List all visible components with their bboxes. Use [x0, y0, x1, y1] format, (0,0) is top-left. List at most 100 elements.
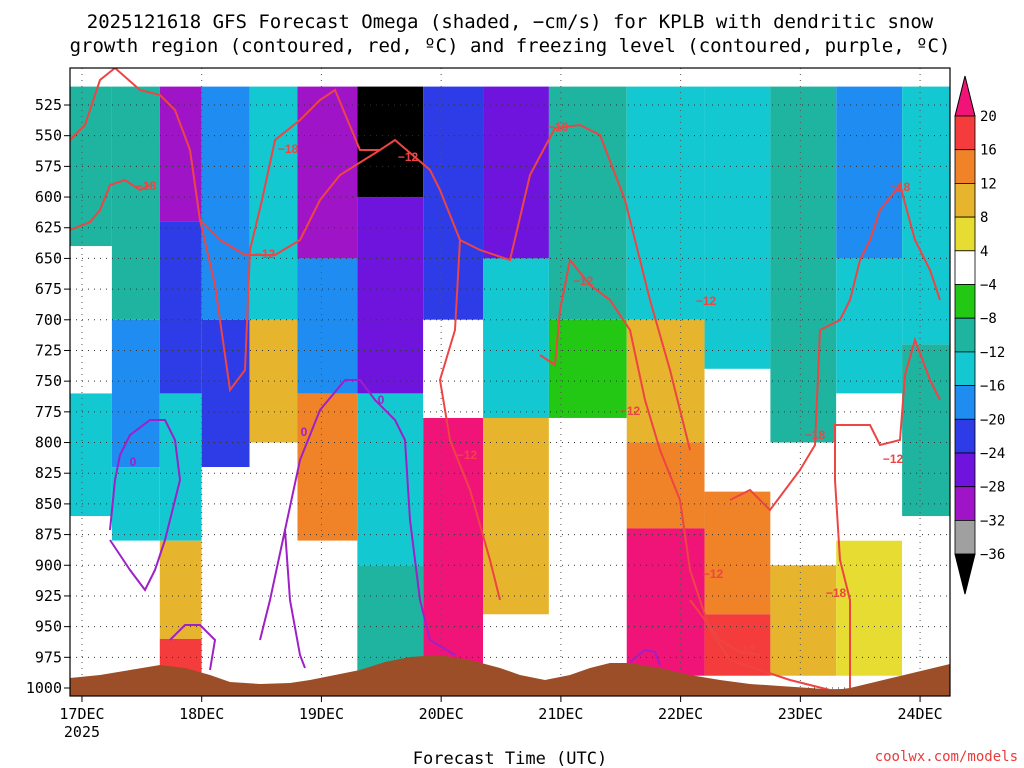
plot-frame: [69, 67, 951, 697]
y-tick-label: 650: [35, 249, 62, 267]
red-contour: [729, 182, 941, 512]
colorbar-label: 12: [980, 176, 997, 192]
colorbar-bottom-arrow: [954, 553, 976, 595]
x-tick-label: 23DEC: [778, 705, 823, 723]
colorbar-label: −24: [980, 446, 1005, 462]
x-tick-label: 19DEC: [299, 705, 344, 723]
omega-cell: [357, 197, 424, 394]
colorbar-swatch: [954, 149, 976, 184]
colorbar-label: −36: [980, 547, 1005, 563]
omega-cell: [483, 614, 549, 664]
red-contour-label: −12: [573, 274, 594, 288]
omega-cell: [297, 86, 358, 259]
colorbar-label: −32: [980, 513, 1005, 529]
omega-cell: [704, 614, 771, 676]
omega-cell: [626, 442, 705, 529]
omega-cell: [704, 86, 771, 369]
x-axis-label: Forecast Time (UTC): [413, 749, 607, 768]
omega-cell: [201, 86, 250, 320]
x-tick-label: 20DEC: [419, 705, 464, 723]
y-tick-label: 575: [35, 157, 62, 175]
chart-title-line2: growth region (contoured, red, ºC) and f…: [70, 35, 951, 57]
y-tick-label: 625: [35, 219, 62, 237]
omega-cell: [836, 540, 903, 676]
omega-shading: [70, 86, 950, 688]
x-tick-label: 22DEC: [658, 705, 703, 723]
omega-cell: [423, 417, 484, 664]
red-contour: [830, 336, 941, 691]
colorbar-swatch: [954, 115, 976, 151]
colorbar-label: −8: [980, 311, 997, 327]
omega-cell: [159, 86, 202, 222]
omega-cell: [836, 258, 903, 394]
y-tick-label: 525: [35, 96, 62, 114]
colorbar-swatch: [954, 250, 976, 285]
omega-cell: [902, 516, 950, 688]
omega-cell: [111, 540, 160, 688]
omega-cell: [357, 86, 424, 198]
colorbar-label: −28: [980, 480, 1005, 496]
purple-contour-label: 0: [130, 455, 137, 469]
omega-cell: [548, 417, 627, 688]
colorbar-label: −4: [980, 278, 997, 294]
omega-cell: [770, 565, 837, 676]
colorbar-label: −16: [980, 379, 1005, 395]
y-tick-label: 1000: [26, 679, 62, 697]
red-contour: [539, 257, 831, 691]
credit-text[interactable]: coolwx.com/models: [875, 749, 1018, 765]
omega-cell: [704, 368, 771, 492]
purple-contour: [259, 379, 456, 656]
omega-cell: [836, 393, 903, 541]
colorbar-swatch: [954, 216, 976, 252]
omega-cell: [483, 417, 549, 615]
colorbar-top-arrow: [954, 75, 976, 117]
colorbar-swatch: [954, 486, 976, 521]
colorbar-label: 8: [980, 210, 988, 226]
purple-contour-label: 0: [378, 393, 385, 407]
red-contour-label: −12: [883, 452, 904, 466]
colorbar: 20 16 12 8 4 −4 −8 −12 −16 −20 −24 −28 −32 −36: [954, 75, 1005, 595]
omega-cell: [159, 221, 202, 394]
colorbar-swatch: [954, 520, 976, 555]
omega-cell: [297, 258, 358, 394]
red-contour-label: −18: [136, 179, 157, 193]
omega-cell: [111, 319, 160, 468]
omega-cell: [297, 393, 358, 541]
x-axis: 17DEC 18DEC 19DEC 20DEC 21DEC 22DEC 23DEC 24DEC…: [59, 696, 943, 741]
red-contour: [70, 68, 691, 451]
y-tick-label: 675: [35, 280, 62, 298]
red-contour-label: −12: [696, 294, 717, 308]
omega-cell: [704, 491, 771, 615]
y-tick-label: 775: [35, 403, 62, 421]
omega-cell: [297, 540, 358, 688]
red-contour-label: −18: [548, 120, 569, 134]
x-tick-label: 18DEC: [179, 705, 224, 723]
y-axis: 525 550 575 600 625 650 675 700 725 750 775 800 825 8…: [26, 96, 70, 697]
red-contour: [689, 599, 761, 656]
omega-cell: [111, 467, 160, 541]
freezing-level-contours: [109, 379, 661, 671]
red-contour-label: −12: [703, 567, 724, 581]
omega-cell: [548, 319, 627, 418]
red-contour-label: −12: [255, 247, 276, 261]
terrain: [70, 655, 950, 696]
omega-cell: [483, 86, 549, 259]
purple-contour: [629, 648, 661, 666]
omega-cell: [902, 344, 950, 517]
colorbar-swatch: [954, 385, 976, 420]
red-contour: [70, 178, 151, 231]
red-contour-label: −12: [457, 448, 478, 462]
purple-contour: [169, 624, 217, 671]
dendritic-contours: [70, 68, 941, 691]
red-contour-label: −18: [826, 586, 847, 600]
omega-cell: [70, 516, 112, 688]
y-tick-label: 975: [35, 648, 62, 666]
omega-cell: [483, 258, 549, 418]
y-tick-label: 750: [35, 372, 62, 390]
colorbar-swatch: [954, 317, 976, 353]
x-tick-label: 17DEC: [59, 705, 104, 723]
colorbar-label: −12: [980, 345, 1005, 361]
omega-cell: [836, 86, 903, 259]
colorbar-label: 4: [980, 244, 988, 260]
